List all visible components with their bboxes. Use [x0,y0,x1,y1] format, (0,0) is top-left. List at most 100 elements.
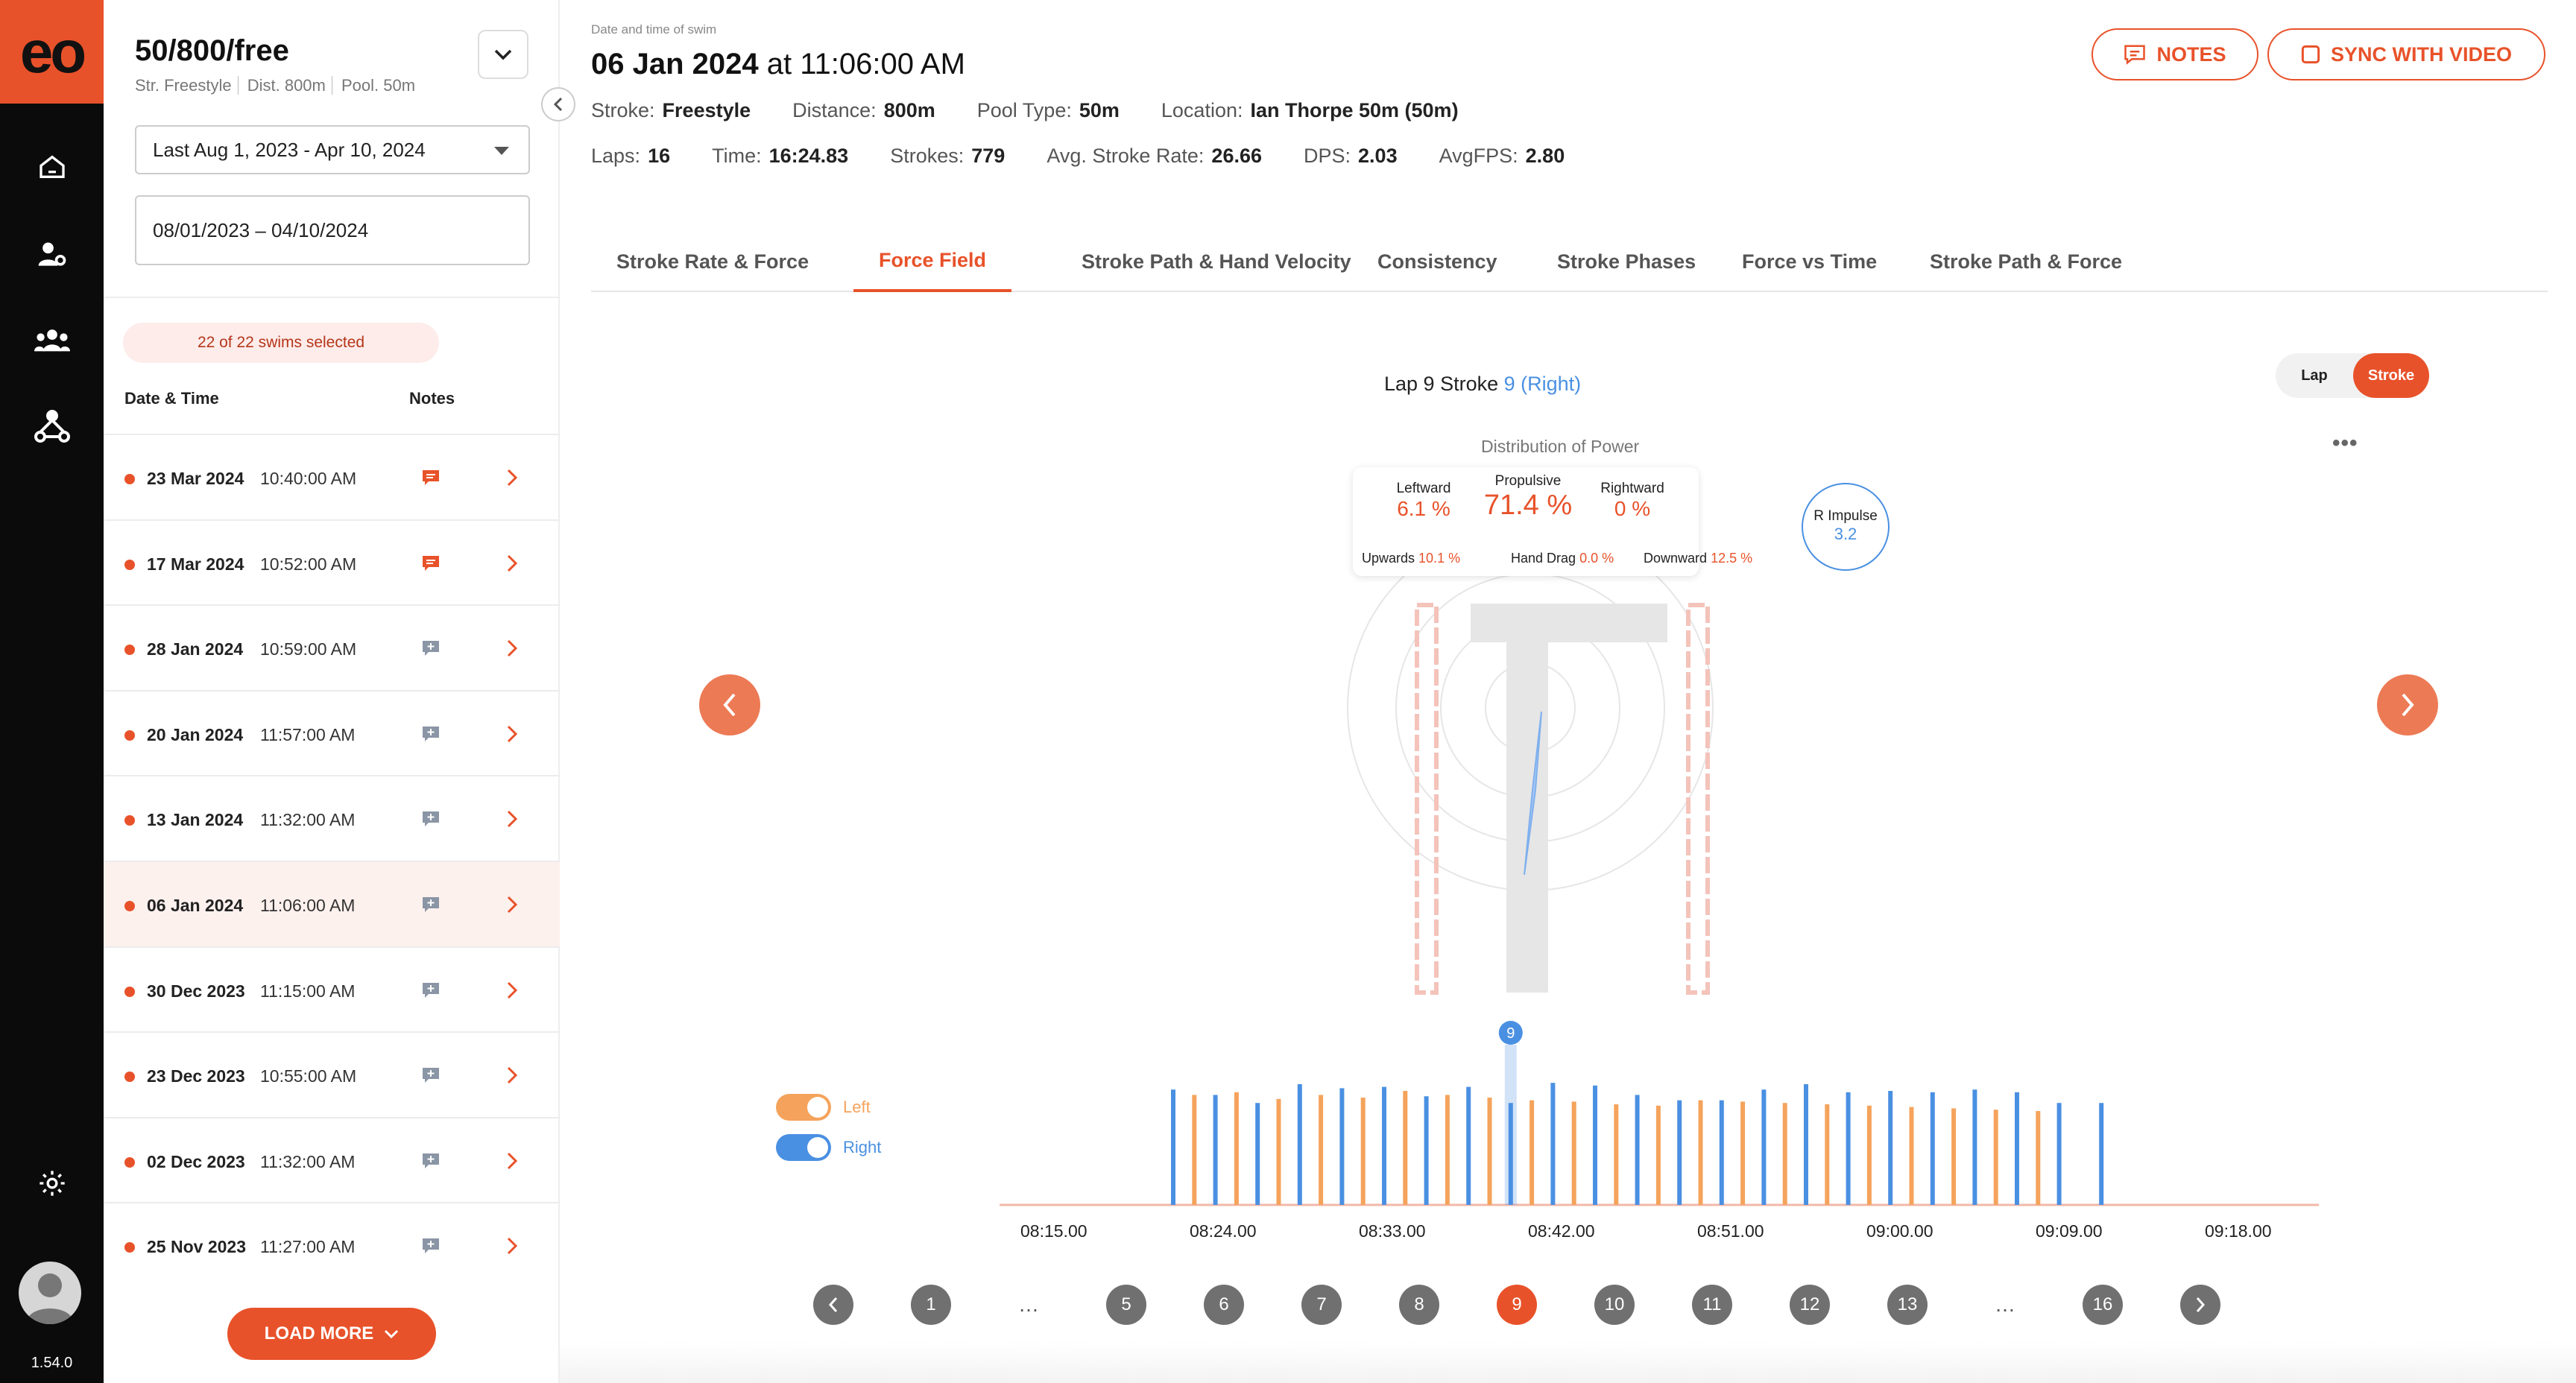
lap-toggle-button[interactable]: Lap [2301,367,2328,384]
swim-row[interactable]: 25 Nov 2023 11:27:00 AM [104,1202,560,1288]
bar-right[interactable] [1508,1103,1513,1205]
add-note-icon[interactable] [421,810,441,828]
bar-left[interactable] [1993,1110,1998,1205]
date-range-input[interactable]: 08/01/2023 – 04/10/2024 [135,195,530,265]
bar-right[interactable] [1593,1085,1597,1205]
home-icon[interactable] [34,149,70,185]
pager-lap-5[interactable]: 5 [1106,1285,1146,1325]
right-toggle[interactable] [776,1134,831,1161]
bar-left[interactable] [1360,1098,1366,1205]
chevron-right-icon[interactable] [500,893,523,916]
bar-left[interactable] [1782,1103,1787,1205]
pager-lap-12[interactable]: 12 [1790,1285,1830,1325]
app-logo[interactable]: eo [0,0,104,104]
collapse-sidebar-button[interactable] [541,87,575,121]
network-icon[interactable] [34,408,70,444]
bar-right[interactable] [1846,1092,1851,1205]
tab-stroke-rate-force[interactable]: Stroke Rate & Force [616,250,809,273]
bar-left[interactable] [1909,1107,1914,1205]
bar-right[interactable] [1888,1091,1893,1205]
chevron-right-icon[interactable] [500,808,523,830]
workout-dropdown-button[interactable] [478,30,528,79]
add-note-icon[interactable] [421,1237,441,1255]
pager-lap-10[interactable]: 10 [1594,1285,1635,1325]
chevron-right-icon[interactable] [500,1064,523,1086]
notes-button[interactable]: NOTES [2092,28,2258,80]
stroke-toggle-button[interactable]: Stroke [2353,353,2429,398]
bar-left[interactable] [1319,1095,1324,1205]
swim-row[interactable]: 30 Dec 2023 11:15:00 AM [104,946,560,1032]
note-icon[interactable] [421,469,441,487]
add-note-icon[interactable] [421,725,441,743]
pager-next-button[interactable] [2180,1285,2220,1325]
bar-right[interactable] [2099,1103,2104,1205]
bar-right[interactable] [2015,1092,2019,1205]
bar-right[interactable] [1972,1089,1977,1205]
avatar[interactable] [19,1262,81,1324]
chevron-right-icon[interactable] [500,466,523,489]
bar-right[interactable] [1761,1089,1767,1205]
swim-row[interactable]: 17 Mar 2024 10:52:00 AM [104,519,560,605]
next-stroke-button[interactable] [2377,674,2438,735]
previous-stroke-button[interactable] [699,674,760,735]
bar-right[interactable] [1930,1092,1935,1205]
swim-row[interactable]: 02 Dec 2023 11:32:00 AM [104,1116,560,1203]
more-options-icon[interactable]: ••• [2332,431,2358,455]
tab-stroke-path-hand-velocity[interactable]: Stroke Path & Hand Velocity [1082,250,1351,273]
bar-left[interactable] [1655,1105,1661,1205]
chevron-right-icon[interactable] [500,1150,523,1172]
pager-lap-6[interactable]: 6 [1204,1285,1244,1325]
pager-lap-8[interactable]: 8 [1399,1285,1439,1325]
legend-right[interactable]: Right [776,1134,881,1161]
bar-left[interactable] [1698,1100,1703,1205]
swim-row[interactable]: 23 Dec 2023 10:55:00 AM [104,1031,560,1117]
bar-left[interactable] [1276,1098,1281,1205]
bar-left[interactable] [2036,1111,2041,1205]
bar-right[interactable] [1719,1100,1724,1205]
bar-left[interactable] [1192,1095,1197,1205]
bar-right[interactable] [2056,1103,2062,1205]
bar-right[interactable] [1635,1095,1640,1205]
period-select[interactable]: Last Aug 1, 2023 - Apr 10, 2024 [135,125,530,174]
bar-left[interactable] [1866,1105,1872,1205]
bar-right[interactable] [1255,1103,1260,1205]
pager-lap-7[interactable]: 7 [1301,1285,1342,1325]
bar-right[interactable] [1213,1095,1218,1205]
sync-with-video-button[interactable]: SYNC WITH VIDEO [2267,28,2545,80]
pager-lap-16[interactable]: 16 [2083,1285,2123,1325]
bar-right[interactable] [1424,1096,1429,1205]
chevron-right-icon[interactable] [500,723,523,745]
swim-row[interactable]: 06 Jan 2024 11:06:00 AM [104,860,560,946]
user-settings-icon[interactable] [34,237,70,273]
pager-lap-13[interactable]: 13 [1887,1285,1928,1325]
add-note-icon[interactable] [421,1152,441,1170]
note-icon[interactable] [421,554,441,572]
chevron-right-icon[interactable] [500,637,523,659]
tab-stroke-phases[interactable]: Stroke Phases [1557,250,1696,273]
chevron-right-icon[interactable] [500,979,523,1001]
pager-prev-button[interactable] [813,1285,853,1325]
selected-stroke-marker[interactable] [1498,1021,1523,1045]
add-note-icon[interactable] [421,1066,441,1084]
tab-consistency[interactable]: Consistency [1377,250,1497,273]
bar-right[interactable] [1677,1100,1682,1205]
bar-left[interactable] [1614,1104,1619,1205]
tab-stroke-path-force[interactable]: Stroke Path & Force [1930,250,2123,273]
bar-left[interactable] [1530,1100,1535,1205]
bar-right[interactable] [1804,1084,1808,1205]
swim-row[interactable]: 23 Mar 2024 10:40:00 AM [104,434,560,519]
bar-right[interactable] [1550,1083,1556,1205]
swim-row[interactable]: 20 Jan 2024 11:57:00 AM [104,689,560,776]
team-icon[interactable] [34,322,70,358]
add-note-icon[interactable] [421,639,441,657]
bar-left[interactable] [1445,1095,1450,1205]
settings-icon[interactable] [34,1165,70,1201]
swim-row[interactable]: 13 Jan 2024 11:32:00 AM [104,775,560,861]
bar-right[interactable] [1339,1088,1345,1205]
chevron-right-icon[interactable] [500,552,523,575]
bar-left[interactable] [1571,1101,1576,1205]
tab-force-field[interactable]: Force Field [853,231,1012,292]
add-note-icon[interactable] [421,896,441,914]
swim-row[interactable]: 28 Jan 2024 10:59:00 AM [104,604,560,690]
left-toggle[interactable] [776,1094,831,1121]
